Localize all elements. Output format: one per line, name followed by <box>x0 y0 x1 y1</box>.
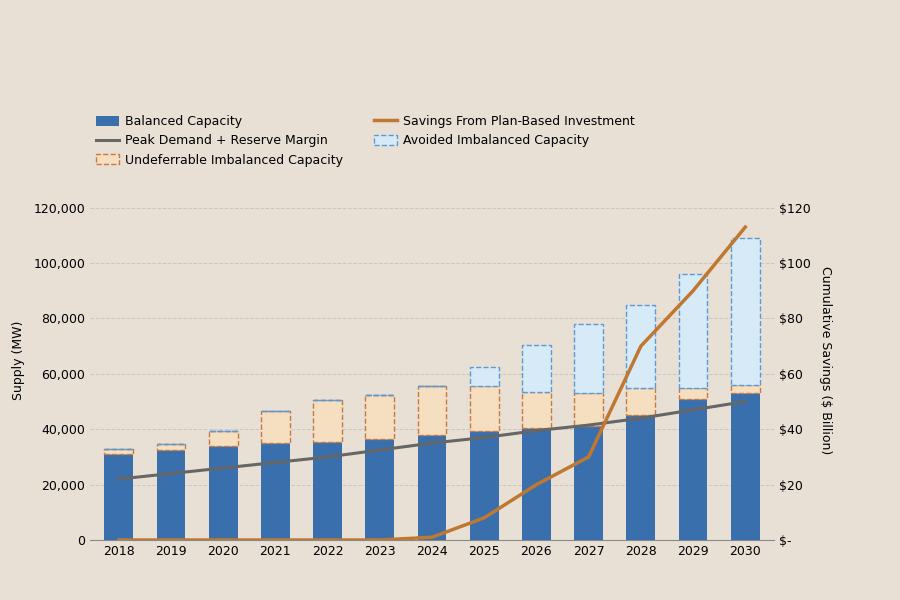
Bar <box>313 400 342 442</box>
Bar <box>731 385 760 393</box>
Bar <box>365 439 394 540</box>
Bar <box>574 427 603 540</box>
Bar <box>261 443 290 540</box>
Bar <box>418 386 446 435</box>
Bar <box>470 431 499 540</box>
Bar <box>104 454 133 540</box>
Bar <box>104 449 133 454</box>
Legend: Balanced Capacity, Peak Demand + Reserve Margin, Undeferrable Imbalanced Capacit: Balanced Capacity, Peak Demand + Reserve… <box>96 115 634 167</box>
Bar <box>470 386 499 431</box>
Bar <box>522 428 551 540</box>
Bar <box>522 392 551 428</box>
Y-axis label: Cumulative Savings ($ Billion): Cumulative Savings ($ Billion) <box>819 266 832 454</box>
Bar <box>679 274 707 388</box>
Bar <box>626 415 655 540</box>
Bar <box>731 393 760 540</box>
Bar <box>470 367 499 386</box>
Bar <box>157 445 185 450</box>
Bar <box>313 442 342 540</box>
Bar <box>209 431 238 446</box>
Bar <box>626 305 655 388</box>
Bar <box>522 345 551 392</box>
Bar <box>574 324 603 393</box>
Bar <box>679 399 707 540</box>
Bar <box>626 388 655 415</box>
Bar <box>679 388 707 399</box>
Bar <box>157 450 185 540</box>
Bar <box>209 446 238 540</box>
Y-axis label: Supply (MW): Supply (MW) <box>12 320 25 400</box>
Bar <box>418 435 446 540</box>
Bar <box>261 411 290 443</box>
Bar <box>365 395 394 439</box>
Bar <box>574 393 603 427</box>
Bar <box>731 238 760 385</box>
